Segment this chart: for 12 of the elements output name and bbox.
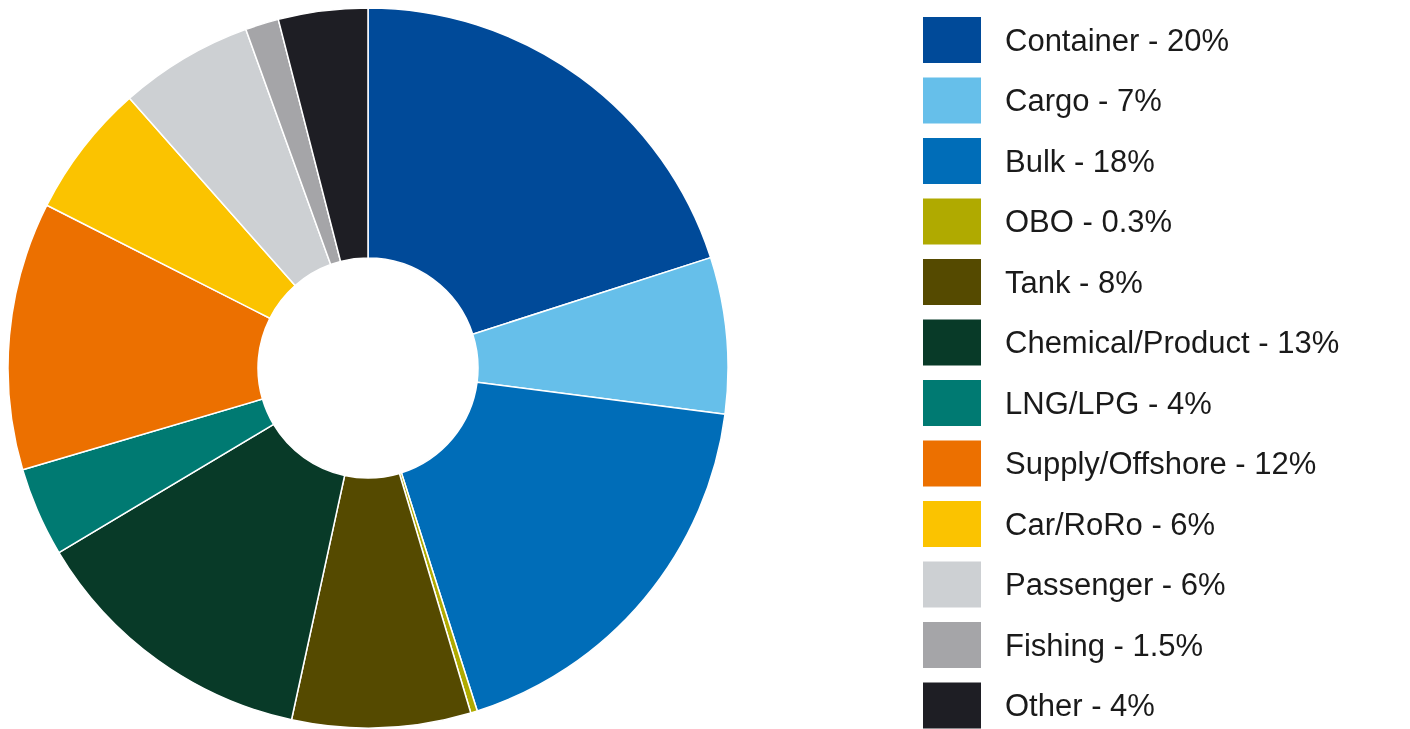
legend-label: Tank - 8%: [1005, 264, 1143, 300]
legend-label: Supply/Offshore - 12%: [1005, 446, 1317, 482]
legend-label: Passenger - 6%: [1005, 567, 1226, 603]
legend-label: Chemical/Product - 13%: [1005, 325, 1340, 361]
legend-label: Fishing - 1.5%: [1005, 627, 1204, 663]
legend-label: Other - 4%: [1005, 688, 1155, 724]
legend-label: LNG/LPG - 4%: [1005, 385, 1212, 421]
legend-label: Container - 20%: [1005, 22, 1230, 58]
legend-label: Cargo - 7%: [1005, 83, 1162, 119]
legend-label: Bulk - 18%: [1005, 143, 1155, 179]
legend-label: OBO - 0.3%: [1005, 204, 1173, 240]
legend-label: Car/RoRo - 6%: [1005, 506, 1216, 542]
